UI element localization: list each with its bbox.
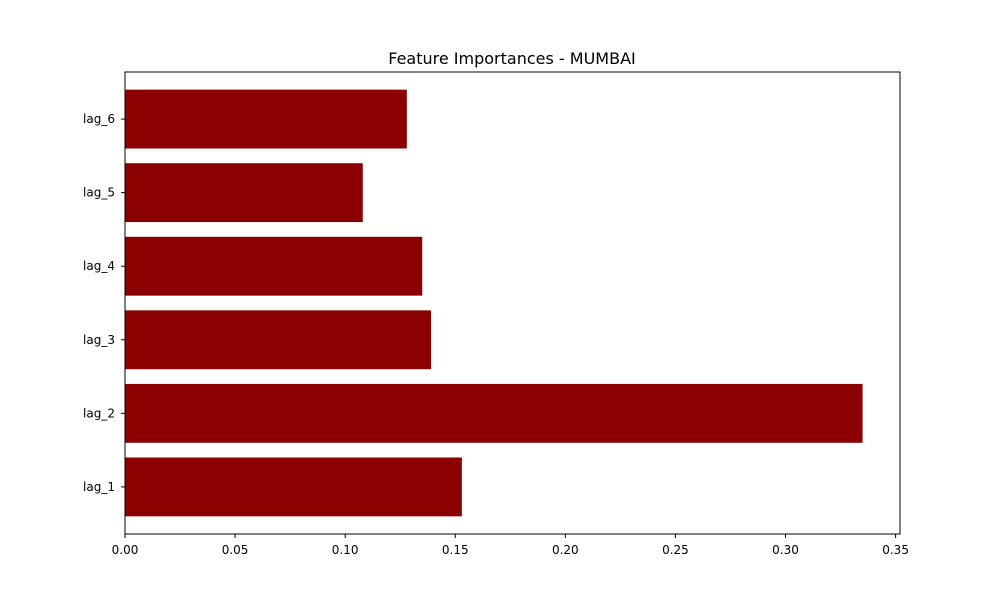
x-axis: 0.00 0.05 0.10 0.15 0.20 0.25 0.30 0.35 (112, 534, 909, 557)
bar-lag_6 (125, 89, 407, 149)
bars (125, 89, 863, 517)
bar-lag_3 (125, 310, 432, 370)
chart-title: Feature Importances - MUMBAI (388, 49, 635, 68)
x-tick-label-2: 0.10 (332, 543, 359, 557)
y-tick-label-lag_4: lag_4 (83, 259, 115, 273)
x-tick-label-5: 0.25 (662, 543, 689, 557)
bar-lag_5 (125, 163, 363, 223)
bar-lag_2 (125, 383, 863, 443)
x-tick-label-0: 0.00 (112, 543, 139, 557)
x-tick-label-6: 0.30 (772, 543, 799, 557)
y-tick-label-lag_5: lag_5 (83, 186, 115, 200)
y-axis: lag_1 lag_2 lag_3 lag_4 lag_5 lag_6 (83, 112, 125, 494)
y-tick-label-lag_2: lag_2 (83, 406, 115, 420)
x-tick-label-4: 0.20 (552, 543, 579, 557)
y-tick-label-lag_3: lag_3 (83, 333, 115, 347)
x-tick-label-3: 0.15 (442, 543, 469, 557)
y-tick-label-lag_6: lag_6 (83, 112, 115, 126)
bar-lag_1 (125, 457, 462, 517)
bar-lag_4 (125, 236, 423, 296)
x-tick-label-1: 0.05 (222, 543, 249, 557)
x-tick-label-7: 0.35 (882, 543, 909, 557)
plot-frame (124, 71, 901, 535)
y-tick-label-lag_1: lag_1 (83, 480, 115, 494)
